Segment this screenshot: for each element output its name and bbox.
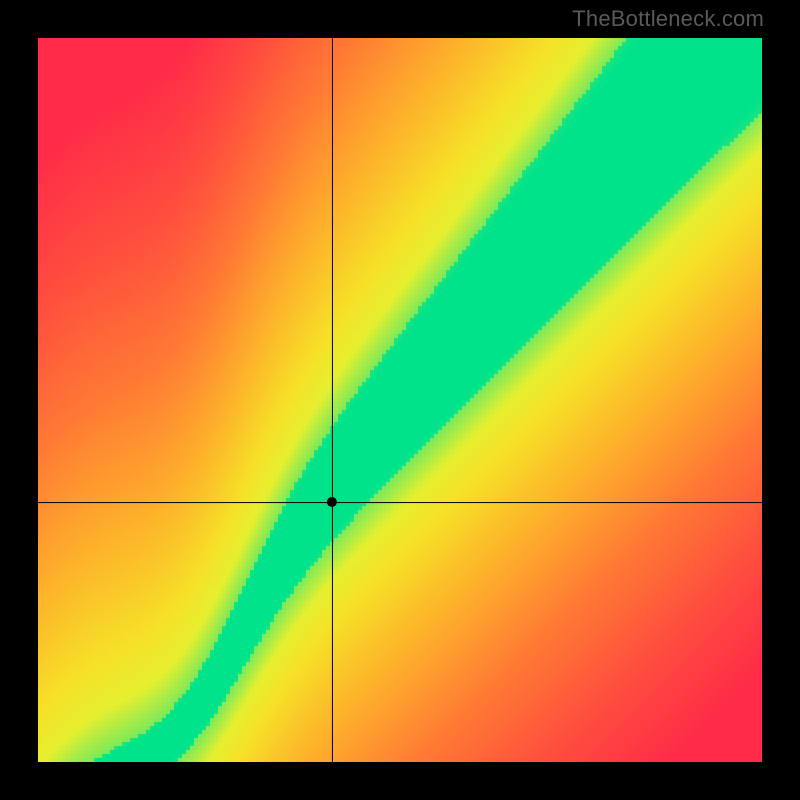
watermark-text: TheBottleneck.com [572,6,764,32]
bottleneck-heatmap [0,0,800,800]
